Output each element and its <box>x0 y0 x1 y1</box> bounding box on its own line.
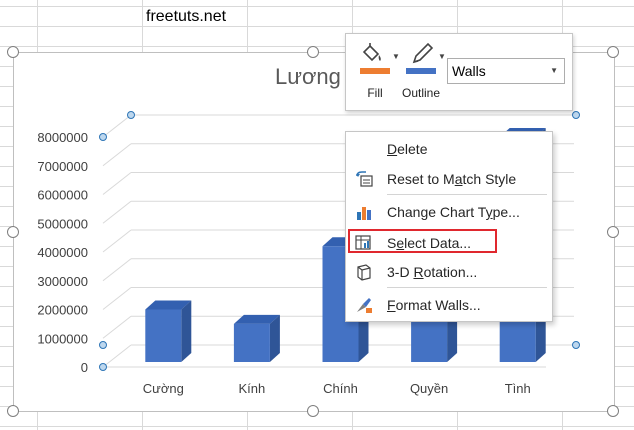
menu-label-key: R <box>413 264 424 280</box>
x-tick-label: Quyền <box>410 381 448 396</box>
menu-label-pre: 3-D <box>387 264 414 280</box>
y-tick-label: 1000000 <box>37 331 88 346</box>
menu-label-post: elete <box>397 141 428 157</box>
chevron-down-icon[interactable]: ▼ <box>392 52 400 61</box>
chart-handle-tl[interactable] <box>7 46 19 58</box>
chart-handle-mr[interactable] <box>607 226 619 238</box>
chevron-down-icon[interactable]: ▼ <box>438 52 446 61</box>
mini-toolbar: ▼ Fill ▼ Outline Walls ▼ <box>345 33 573 111</box>
menu-label-post: tch Style <box>462 171 517 187</box>
chart-element-value: Walls <box>452 63 486 79</box>
y-tick-label: 5000000 <box>37 216 88 231</box>
select-data-icon <box>355 235 371 250</box>
menu-item-select-data[interactable]: Select Data... <box>346 229 552 257</box>
cell-text[interactable]: freetuts.net <box>146 8 227 25</box>
reset-style-icon <box>356 171 373 187</box>
chart-handle-br[interactable] <box>607 405 619 417</box>
menu-label-key: F <box>387 297 396 313</box>
chart-handle-bm[interactable] <box>307 405 319 417</box>
walls-handle <box>99 363 107 371</box>
pencil-icon <box>412 42 434 64</box>
menu-label-post: otation... <box>423 264 478 280</box>
chart-element-select[interactable]: Walls ▼ <box>447 58 565 84</box>
chart-type-icon <box>357 207 371 220</box>
menu-label-key: e <box>396 235 405 251</box>
bar <box>233 323 270 362</box>
chevron-down-icon: ▼ <box>550 66 558 75</box>
menu-label-post: ormat Walls... <box>395 297 481 313</box>
menu-label-post: lect Data... <box>404 235 472 251</box>
menu-label-key: D <box>387 141 398 157</box>
y-tick-label: 3000000 <box>37 274 88 289</box>
outline-label: Outline <box>401 86 441 100</box>
gridline-side <box>102 114 132 138</box>
chart-handle-ml[interactable] <box>7 226 19 238</box>
menu-separator <box>387 287 547 288</box>
bar-top <box>145 300 192 310</box>
bar-top <box>233 314 280 324</box>
x-tick-label: Kính <box>239 381 266 396</box>
outline-color-bar <box>406 68 436 74</box>
menu-item-change-chart-type[interactable]: Change Chart Type... <box>346 198 552 226</box>
chart-handle-tm[interactable] <box>307 46 319 58</box>
gridline-side <box>102 344 132 368</box>
3d-rotation-icon <box>357 264 371 281</box>
format-walls-icon <box>357 298 372 313</box>
walls-handle <box>572 341 580 349</box>
chart-title[interactable]: Lương <box>275 64 341 89</box>
menu-label-key: a <box>454 171 463 187</box>
chart-handle-tr[interactable] <box>607 46 619 58</box>
menu-label-post: pe... <box>492 204 520 220</box>
outline-button[interactable]: ▼ Outline <box>398 38 446 104</box>
menu-label-key: y <box>485 204 493 220</box>
menu-label-pre: Reset to M <box>387 171 455 187</box>
bar-side <box>181 300 192 362</box>
chart-handle-bl[interactable] <box>7 405 19 417</box>
paint-bucket-icon <box>362 43 381 62</box>
gridline-side <box>102 143 132 167</box>
menu-label-pre: Change Chart T <box>387 204 486 220</box>
fill-color-bar <box>360 68 390 74</box>
gridline-side <box>102 172 132 195</box>
gridline-side <box>102 258 132 282</box>
y-tick-label: 0 <box>81 360 88 375</box>
x-tick-label: Tình <box>505 381 531 396</box>
y-tick-label: 4000000 <box>37 245 88 260</box>
gridline-side <box>102 200 132 224</box>
walls-handle <box>99 341 107 349</box>
menu-item-3d-rotation[interactable]: 3-D Rotation... <box>346 258 552 286</box>
walls-handle <box>99 133 107 141</box>
menu-item-format-walls[interactable]: Format Walls... <box>346 291 552 319</box>
fill-label: Fill <box>367 86 383 100</box>
fill-button[interactable]: ▼ Fill <box>352 38 400 104</box>
gridline-side <box>102 229 132 253</box>
walls-handle <box>572 111 580 119</box>
context-menu: Delete Reset to Match Style Change Chart… <box>345 131 553 322</box>
menu-label-pre: S <box>387 235 397 251</box>
bar-side <box>269 314 280 362</box>
x-tick-label: Chính <box>323 381 358 396</box>
y-tick-label: 2000000 <box>37 303 88 318</box>
x-tick-label: Cường <box>143 381 184 396</box>
menu-separator <box>387 194 547 195</box>
y-tick-label: 7000000 <box>37 159 88 174</box>
y-tick-label: 8000000 <box>37 130 88 145</box>
y-tick-label: 6000000 <box>37 188 88 203</box>
menu-item-delete[interactable]: Delete <box>346 135 552 163</box>
gridline-side <box>102 287 132 310</box>
bar <box>145 309 182 362</box>
menu-item-reset-style[interactable]: Reset to Match Style <box>346 165 552 193</box>
gridline-side <box>102 315 132 339</box>
walls-handle <box>127 111 135 119</box>
